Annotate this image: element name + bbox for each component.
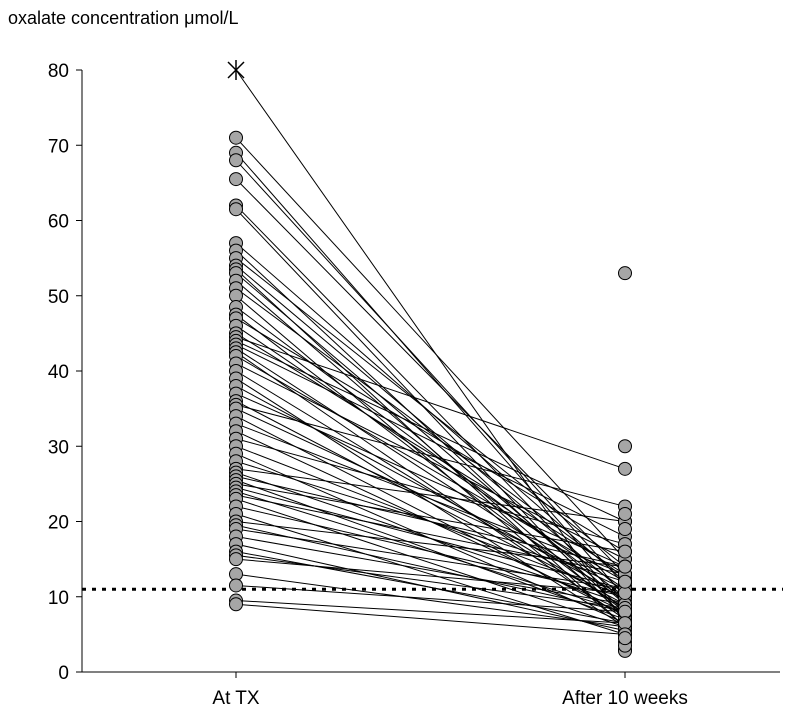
data-point [618, 506, 632, 521]
pair-line [235, 475, 626, 568]
pair-lines [235, 69, 626, 635]
pair-line [235, 554, 626, 609]
pair-line [235, 344, 626, 537]
pair-line [235, 494, 626, 575]
y-tick-label: 80 [48, 61, 69, 82]
pair-line [235, 558, 626, 594]
data-point [618, 559, 632, 574]
pair-line [235, 336, 626, 470]
pair-line [235, 468, 626, 522]
capped-point-marker [227, 60, 245, 80]
points [227, 60, 632, 658]
y-tick-label: 20 [48, 513, 69, 534]
pair-line [235, 287, 626, 579]
pair-line [235, 404, 626, 507]
pair-line [235, 487, 626, 590]
data-point [618, 574, 632, 589]
data-point [229, 130, 243, 145]
pair-line [235, 137, 626, 560]
pair-line [235, 505, 626, 598]
data-point [229, 597, 243, 612]
y-tick-label: 50 [48, 287, 69, 308]
pair-line [235, 370, 626, 609]
data-point [229, 172, 243, 187]
data-point [618, 439, 632, 454]
y-tick-label: 10 [48, 588, 69, 609]
pair-line [235, 528, 626, 590]
data-point [618, 266, 632, 281]
pair-line [235, 348, 626, 601]
pair-line [235, 306, 626, 598]
pair-line [235, 351, 626, 620]
pair-line [235, 317, 626, 553]
pair-line [235, 314, 626, 613]
pair-line [235, 524, 626, 613]
x-category-label: At TX [212, 688, 259, 709]
x-category-label: After 10 weeks [562, 688, 688, 709]
pair-line [235, 600, 626, 624]
data-point [229, 153, 243, 168]
data-point [229, 552, 243, 567]
pair-line [235, 340, 626, 522]
y-tick-label: 70 [48, 136, 69, 157]
pair-line [235, 178, 626, 575]
pair-line [235, 423, 626, 575]
data-point [618, 631, 632, 646]
data-point [229, 578, 243, 593]
pair-line [235, 363, 626, 560]
pair-line [235, 325, 626, 590]
y-axis-label: oxalate concentration μmol/L [8, 8, 239, 28]
pair-line [235, 438, 626, 545]
pair-line [235, 483, 626, 553]
y-tick-label: 0 [58, 663, 69, 684]
pair-line [235, 272, 626, 605]
y-tick-label: 30 [48, 437, 69, 458]
data-point [618, 544, 632, 559]
y-tick-label: 60 [48, 212, 69, 233]
pair-line [235, 603, 626, 635]
pair-line [235, 584, 626, 613]
pair-line [235, 513, 626, 635]
pair-line [235, 393, 626, 568]
pair-line [235, 265, 626, 594]
pair-line [235, 400, 626, 605]
pair-line [235, 573, 626, 628]
pair-line [235, 498, 626, 628]
data-point [618, 461, 632, 476]
pair-line [235, 479, 626, 620]
pair-line [235, 257, 626, 568]
pair-line [235, 536, 626, 605]
y-tick-label: 40 [48, 362, 69, 383]
pair-line [235, 355, 626, 583]
data-point [618, 522, 632, 537]
y-axis: 0 10 20 30 40 50 60 70 80 At TX After 10 weeks [48, 61, 783, 709]
pair-line [235, 152, 626, 598]
pair-line [235, 332, 626, 575]
pair-line [235, 521, 626, 568]
pair-line [235, 551, 626, 624]
pair-line [235, 69, 626, 624]
data-point [229, 202, 243, 217]
